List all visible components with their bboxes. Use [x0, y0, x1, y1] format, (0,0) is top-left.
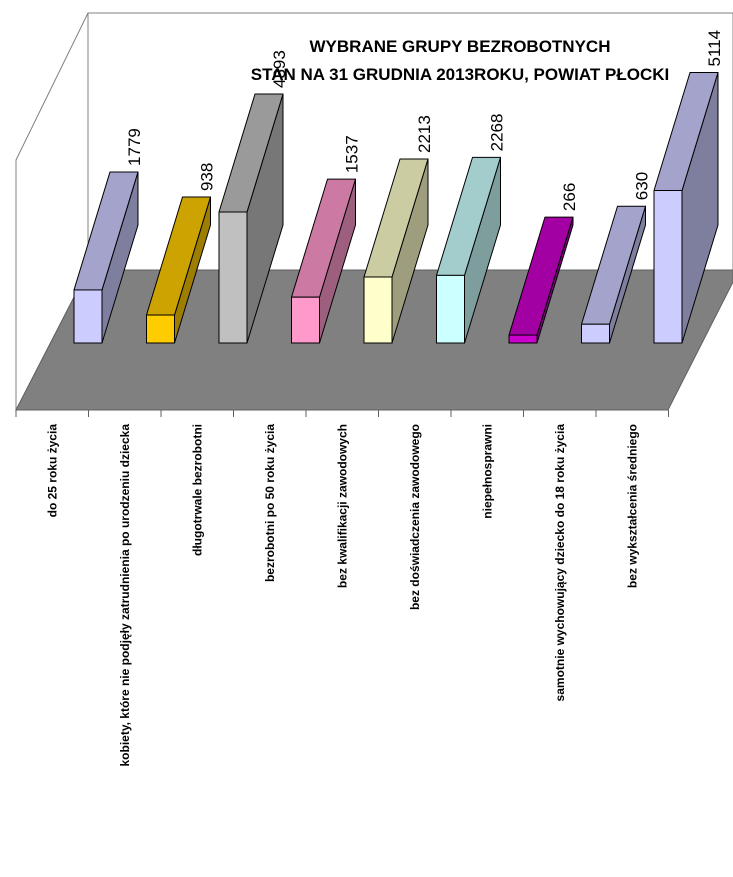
- bar-4-front: [291, 296, 320, 344]
- bar-3-front: [218, 211, 248, 344]
- bar-3: [218, 93, 284, 344]
- chart-title-line2: STAN NA 31 GRUDNIA 2013ROKU, POWIAT PŁOC…: [251, 65, 669, 84]
- bar-8-front: [581, 323, 610, 344]
- bar-1-front: [73, 289, 103, 344]
- category-label-3: długotrwale bezrobotni: [190, 424, 204, 556]
- category-label-7: niepełnosprawni: [480, 424, 494, 519]
- value-label-8: 630: [633, 172, 652, 200]
- category-label-6: bez doświadczenia zawodowego: [408, 424, 422, 610]
- bar-9: [653, 71, 719, 344]
- category-label-9: bez wykształcenia średniego: [625, 424, 639, 588]
- value-label-3: 4393: [270, 50, 289, 88]
- bar-5-front: [363, 276, 393, 344]
- bars-group: [73, 71, 719, 344]
- bar-9-front: [653, 189, 683, 344]
- bar-2-front: [146, 314, 175, 344]
- value-label-5: 2213: [415, 115, 434, 153]
- chart-title-line1: WYBRANE GRUPY BEZROBOTNYCH: [310, 37, 611, 56]
- category-label-1: do 25 roku życia: [45, 424, 59, 518]
- value-label-6: 2268: [488, 114, 507, 152]
- category-label-5: bez kwalifikacji zawodowych: [335, 424, 349, 588]
- bar-2: [146, 196, 211, 344]
- value-label-9: 5114: [705, 30, 724, 67]
- bar-1: [73, 171, 139, 344]
- bar-7: [508, 216, 574, 344]
- bar-5: [363, 158, 429, 344]
- value-labels-group: 1779 938 4393 1537 2213 2268 266 630 5114: [125, 30, 724, 211]
- value-label-1: 1779: [125, 128, 144, 166]
- bar-7-front: [508, 334, 538, 344]
- category-label-4: bezrobotni po 50 roku życia: [263, 424, 277, 582]
- bar-8: [581, 205, 646, 344]
- bar-6-front: [436, 274, 465, 344]
- category-label-2: kobiety, które nie podjęły zatrudnienia …: [118, 424, 132, 767]
- value-label-4: 1537: [343, 135, 362, 173]
- bar-6: [436, 156, 501, 344]
- value-label-2: 938: [198, 163, 217, 191]
- category-labels-group: do 25 roku życia kobiety, które nie podję…: [45, 424, 639, 767]
- x-ticks-group: [15, 410, 669, 417]
- category-label-8: samotnie wychowujący dziecko do 18 roku …: [553, 424, 567, 702]
- bar-4: [291, 178, 356, 344]
- value-label-7: 266: [560, 183, 579, 211]
